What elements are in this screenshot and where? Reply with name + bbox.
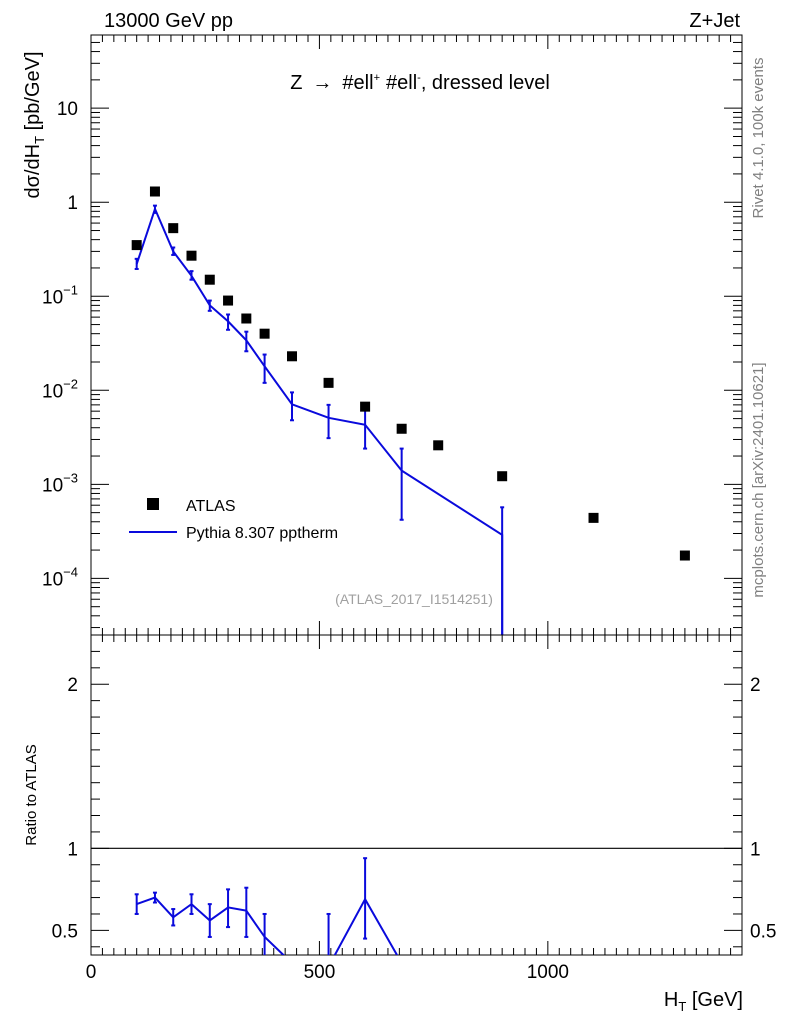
pythia-series-line xyxy=(135,206,504,635)
legend: ATLAS Pythia 8.307 pptherm xyxy=(129,498,338,542)
mcplots-label: mcplots.cern.ch [arXiv:2401.10621] xyxy=(750,362,767,597)
ratio-axis-ticks: 0 500 1000 0.5 0.5 1 1 2 2 xyxy=(52,635,776,983)
atlas-data-point xyxy=(131,240,142,251)
y-tick-label-ratio-left: 1 xyxy=(67,839,78,860)
atlas-data-point xyxy=(497,471,508,482)
analysis-id-watermark: (ATLAS_2017_I1514251) xyxy=(335,591,493,607)
y-tick-label-main: 10 xyxy=(57,99,78,120)
x-tick-label: 500 xyxy=(304,962,336,983)
title-z: Z xyxy=(290,72,302,94)
ratio-y-axis-label: Ratio to ATLAS xyxy=(23,744,40,845)
atlas-data-point xyxy=(360,401,371,412)
y-tick-label-main: 1 xyxy=(67,193,78,214)
title-arrow: → xyxy=(312,72,332,94)
atlas-data-point xyxy=(679,550,690,561)
main-y-axis-label: dσ/dHT [pb/GeV] xyxy=(22,51,47,198)
ratio-series-line xyxy=(136,896,399,955)
xlabel-subscript: T xyxy=(678,999,686,1014)
header-left-label: 13000 GeV pp xyxy=(104,10,233,32)
ylabel-main-part: dσ/dH xyxy=(22,144,44,199)
atlas-data-point xyxy=(287,351,298,362)
x-tick-label: 0 xyxy=(86,962,97,983)
legend-pythia-label: Pythia 8.307 pptherm xyxy=(186,525,338,542)
title-ell-plus: #ell xyxy=(342,72,373,94)
title-dressed: , dressed level xyxy=(421,72,550,94)
atlas-data-point xyxy=(396,423,407,434)
y-tick-label-main: 10−2 xyxy=(42,376,78,402)
y-tick-label-ratio-right: 0.5 xyxy=(750,921,776,942)
title-ell-minus: #ell xyxy=(386,72,417,94)
y-tick-label-main: 10−1 xyxy=(42,282,78,308)
atlas-data-point xyxy=(223,295,234,306)
atlas-data-point xyxy=(149,186,160,197)
title-ell-plus-sup: + xyxy=(374,72,380,84)
title-ell-minus-sup: - xyxy=(417,72,421,84)
y-tick-label-main: 10−3 xyxy=(42,470,78,496)
atlas-data-point xyxy=(241,313,252,324)
x-tick-label: 1000 xyxy=(527,962,569,983)
atlas-data-point xyxy=(323,377,334,388)
y-tick-label-main: 10−4 xyxy=(42,564,78,590)
xlabel-unit: [GeV] xyxy=(686,989,743,1011)
atlas-data-point xyxy=(168,223,179,234)
main-plot-area xyxy=(131,186,690,635)
header-right-label: Z+Jet xyxy=(689,10,740,32)
atlas-data-point xyxy=(204,274,215,285)
legend-atlas-label: ATLAS xyxy=(186,498,236,515)
y-tick-label-ratio-right: 1 xyxy=(750,839,761,860)
ylabel-subscript: T xyxy=(32,136,47,144)
atlas-data-point xyxy=(186,250,197,261)
ratio-plot-frame xyxy=(90,634,743,956)
y-tick-label-ratio-right: 2 xyxy=(750,675,761,696)
main-plot-frame xyxy=(90,34,743,636)
atlas-data-point xyxy=(433,440,444,451)
y-tick-label-ratio-left: 2 xyxy=(67,675,78,696)
xlabel-h: H xyxy=(664,989,678,1011)
x-axis-label: HT [GeV] xyxy=(664,989,743,1014)
atlas-data-point xyxy=(588,512,599,523)
ratio-plot-area xyxy=(134,857,399,955)
y-tick-label-ratio-left: 0.5 xyxy=(52,921,78,942)
legend-atlas-marker xyxy=(147,498,159,510)
rivet-version-label: Rivet 4.1.0, 100k events xyxy=(750,58,767,219)
main-axis-ticks: 10 1 10−1 10−2 10−3 10−4 xyxy=(42,34,742,635)
main-plot-title: Z → #ell+ #ell-, dressed level xyxy=(290,72,550,94)
ylabel-unit: [pb/GeV] xyxy=(22,51,44,136)
atlas-data-point xyxy=(259,328,270,339)
